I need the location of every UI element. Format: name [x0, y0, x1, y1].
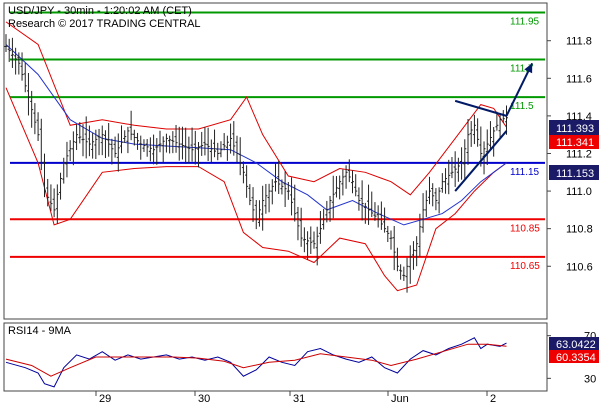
- triangle-upper-line: [454, 99, 507, 117]
- rsi-value-tag: [549, 337, 599, 350]
- target-arrow-shaft: [505, 62, 534, 117]
- level-label: 110.65: [510, 261, 540, 272]
- time-tick-label: 30: [198, 393, 210, 405]
- moving-average-line: [5, 44, 507, 226]
- upper-band-label: 111.341: [556, 137, 594, 149]
- pivot-price-tag: [549, 165, 599, 180]
- bollinger-bands: [5, 21, 507, 292]
- rsi-value-label: 63.0422: [556, 339, 596, 351]
- price-tick-label: 110.6: [566, 261, 593, 273]
- time-tick-label: 31: [293, 393, 305, 405]
- pivot-price-label: 111.153: [556, 168, 594, 180]
- price-axis: 111.8 111.6 111.4 111.2 111.0 110.8 110.6: [547, 36, 593, 273]
- level-label: 111.15: [510, 167, 540, 178]
- current-price-tag: [549, 120, 599, 135]
- price-tick-label: 111.4: [566, 111, 592, 123]
- price-bars: [4, 34, 508, 293]
- triangle-pattern: [454, 62, 534, 192]
- price-tick-label: 111.0: [566, 186, 592, 198]
- level-label: 110.85: [510, 223, 540, 234]
- time-tick-label: Jun: [391, 393, 409, 405]
- target-arrow-head: [524, 63, 533, 74]
- upper-bollinger-band: [5, 21, 507, 196]
- price-tick-label: 110.8: [566, 224, 593, 236]
- rsi-title: RSI14 - 9MA: [8, 325, 72, 337]
- upper-band-tag: [549, 135, 599, 149]
- price-tick-label: 111.6: [566, 73, 592, 85]
- current-price-label: 111.393: [556, 123, 594, 135]
- level-label: 111.5: [510, 101, 534, 112]
- level-label: 111.95: [510, 17, 540, 28]
- level-label: 111.7: [510, 64, 534, 75]
- triangle-lower-line: [454, 130, 508, 192]
- level-lines: 111.95 111.7 111.5 111.15 110.85 110.65: [10, 11, 545, 272]
- rsi-tick-label: 30: [584, 373, 596, 385]
- time-tick-label: 29: [99, 393, 111, 405]
- lower-bollinger-band: [5, 87, 507, 292]
- price-tick-label: 111.2: [566, 148, 592, 160]
- chart-title: USD/JPY - 30min - 1:20:02 AM (CET): [8, 5, 192, 17]
- price-tick-label: 111.8: [566, 36, 592, 48]
- rsi-panel-frame: [3, 322, 548, 392]
- rsi-ma-tag: [549, 350, 599, 363]
- rsi-ma-label: 60.3354: [556, 352, 596, 364]
- time-axis: 29 30 31 Jun 2: [95, 391, 496, 405]
- time-tick-label: 2: [490, 393, 496, 405]
- price-panel-frame: [3, 2, 548, 320]
- chart-credit: Research © 2017 TRADING CENTRAL: [8, 18, 201, 30]
- rsi-ma-line: [5, 343, 507, 377]
